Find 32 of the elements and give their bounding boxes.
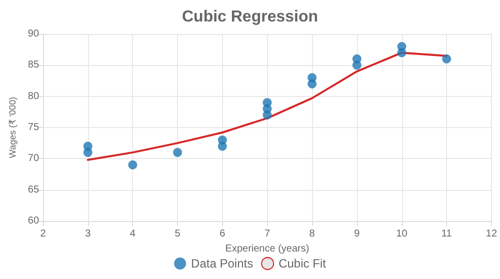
y-tick-label: 70	[28, 153, 40, 164]
point	[442, 54, 452, 64]
y-tick-label: 75	[28, 122, 40, 133]
x-axis-title: Experience (years)	[225, 243, 310, 254]
x-tick-label: 7	[264, 228, 270, 240]
y-tick-label: 90	[28, 28, 40, 40]
point	[173, 148, 182, 157]
point	[352, 54, 362, 64]
point	[83, 142, 92, 151]
chart-title: Cubic Regression	[182, 8, 318, 26]
legend-label: Data Points	[191, 256, 254, 270]
point	[262, 98, 272, 108]
point	[308, 73, 317, 82]
x-tick-label: 5	[174, 228, 181, 240]
x-tick-label: 11	[441, 228, 452, 240]
x-tick-label: 2	[40, 228, 46, 240]
x-tick-label: 8	[309, 228, 316, 240]
point	[397, 42, 406, 51]
point	[218, 135, 227, 144]
x-tick-label: 10	[396, 228, 408, 240]
x-tick-label: 4	[130, 228, 136, 240]
y-tick-label: 60	[28, 216, 40, 226]
y-tick-label: 80	[28, 90, 40, 102]
legend-label: Cubic Fit	[278, 256, 327, 270]
y-axis-title: Wages (₹ '000)	[8, 96, 18, 158]
y-tick-label: 85	[28, 60, 40, 71]
x-tick-label: 12	[486, 228, 498, 240]
y-tick-label: 65	[28, 184, 40, 196]
x-tick-label: 9	[354, 228, 360, 240]
point	[128, 160, 138, 170]
x-tick-label: 6	[220, 228, 226, 240]
x-tick-label: 3	[85, 228, 92, 240]
